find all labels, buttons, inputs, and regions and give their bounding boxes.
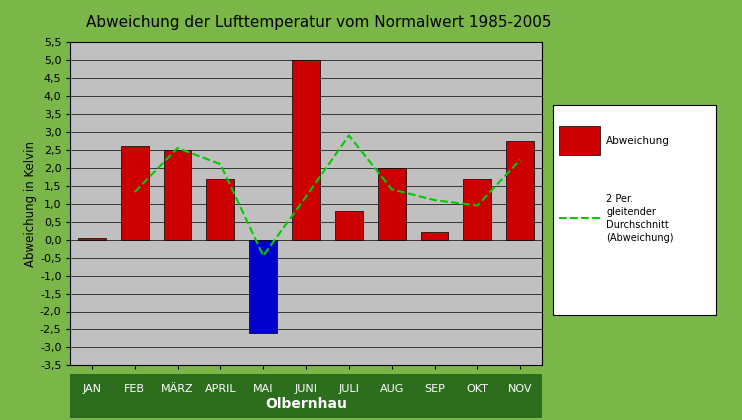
Bar: [506, 141, 534, 240]
Text: JUNI: JUNI: [295, 383, 318, 394]
Text: OKT: OKT: [467, 383, 488, 394]
Bar: [292, 60, 320, 240]
Text: Olbernhau: Olbernhau: [265, 397, 347, 411]
Bar: [335, 211, 363, 240]
Text: SEP: SEP: [424, 383, 445, 394]
Bar: [378, 168, 406, 240]
Bar: [249, 240, 278, 333]
Text: Abweichung der Lufttemperatur vom Normalwert 1985-2005: Abweichung der Lufttemperatur vom Normal…: [86, 15, 552, 30]
Bar: [421, 232, 448, 240]
Text: JULI: JULI: [338, 383, 359, 394]
Bar: [164, 150, 191, 240]
Bar: [464, 178, 491, 240]
Text: JAN: JAN: [82, 383, 102, 394]
Bar: [121, 146, 148, 240]
Y-axis label: Abweichung in Kelvin: Abweichung in Kelvin: [24, 141, 37, 267]
Text: MAI: MAI: [253, 383, 274, 394]
Text: AUG: AUG: [380, 383, 404, 394]
Text: APRIL: APRIL: [205, 383, 236, 394]
Text: NOV: NOV: [508, 383, 533, 394]
Text: MÄRZ: MÄRZ: [161, 383, 194, 394]
Bar: [206, 178, 234, 240]
Text: Abweichung: Abweichung: [606, 136, 670, 146]
Text: 2 Per.
gleitender
Durchschnitt
(Abweichung): 2 Per. gleitender Durchschnitt (Abweichu…: [606, 194, 674, 243]
Text: FEB: FEB: [124, 383, 145, 394]
Bar: [78, 238, 106, 240]
